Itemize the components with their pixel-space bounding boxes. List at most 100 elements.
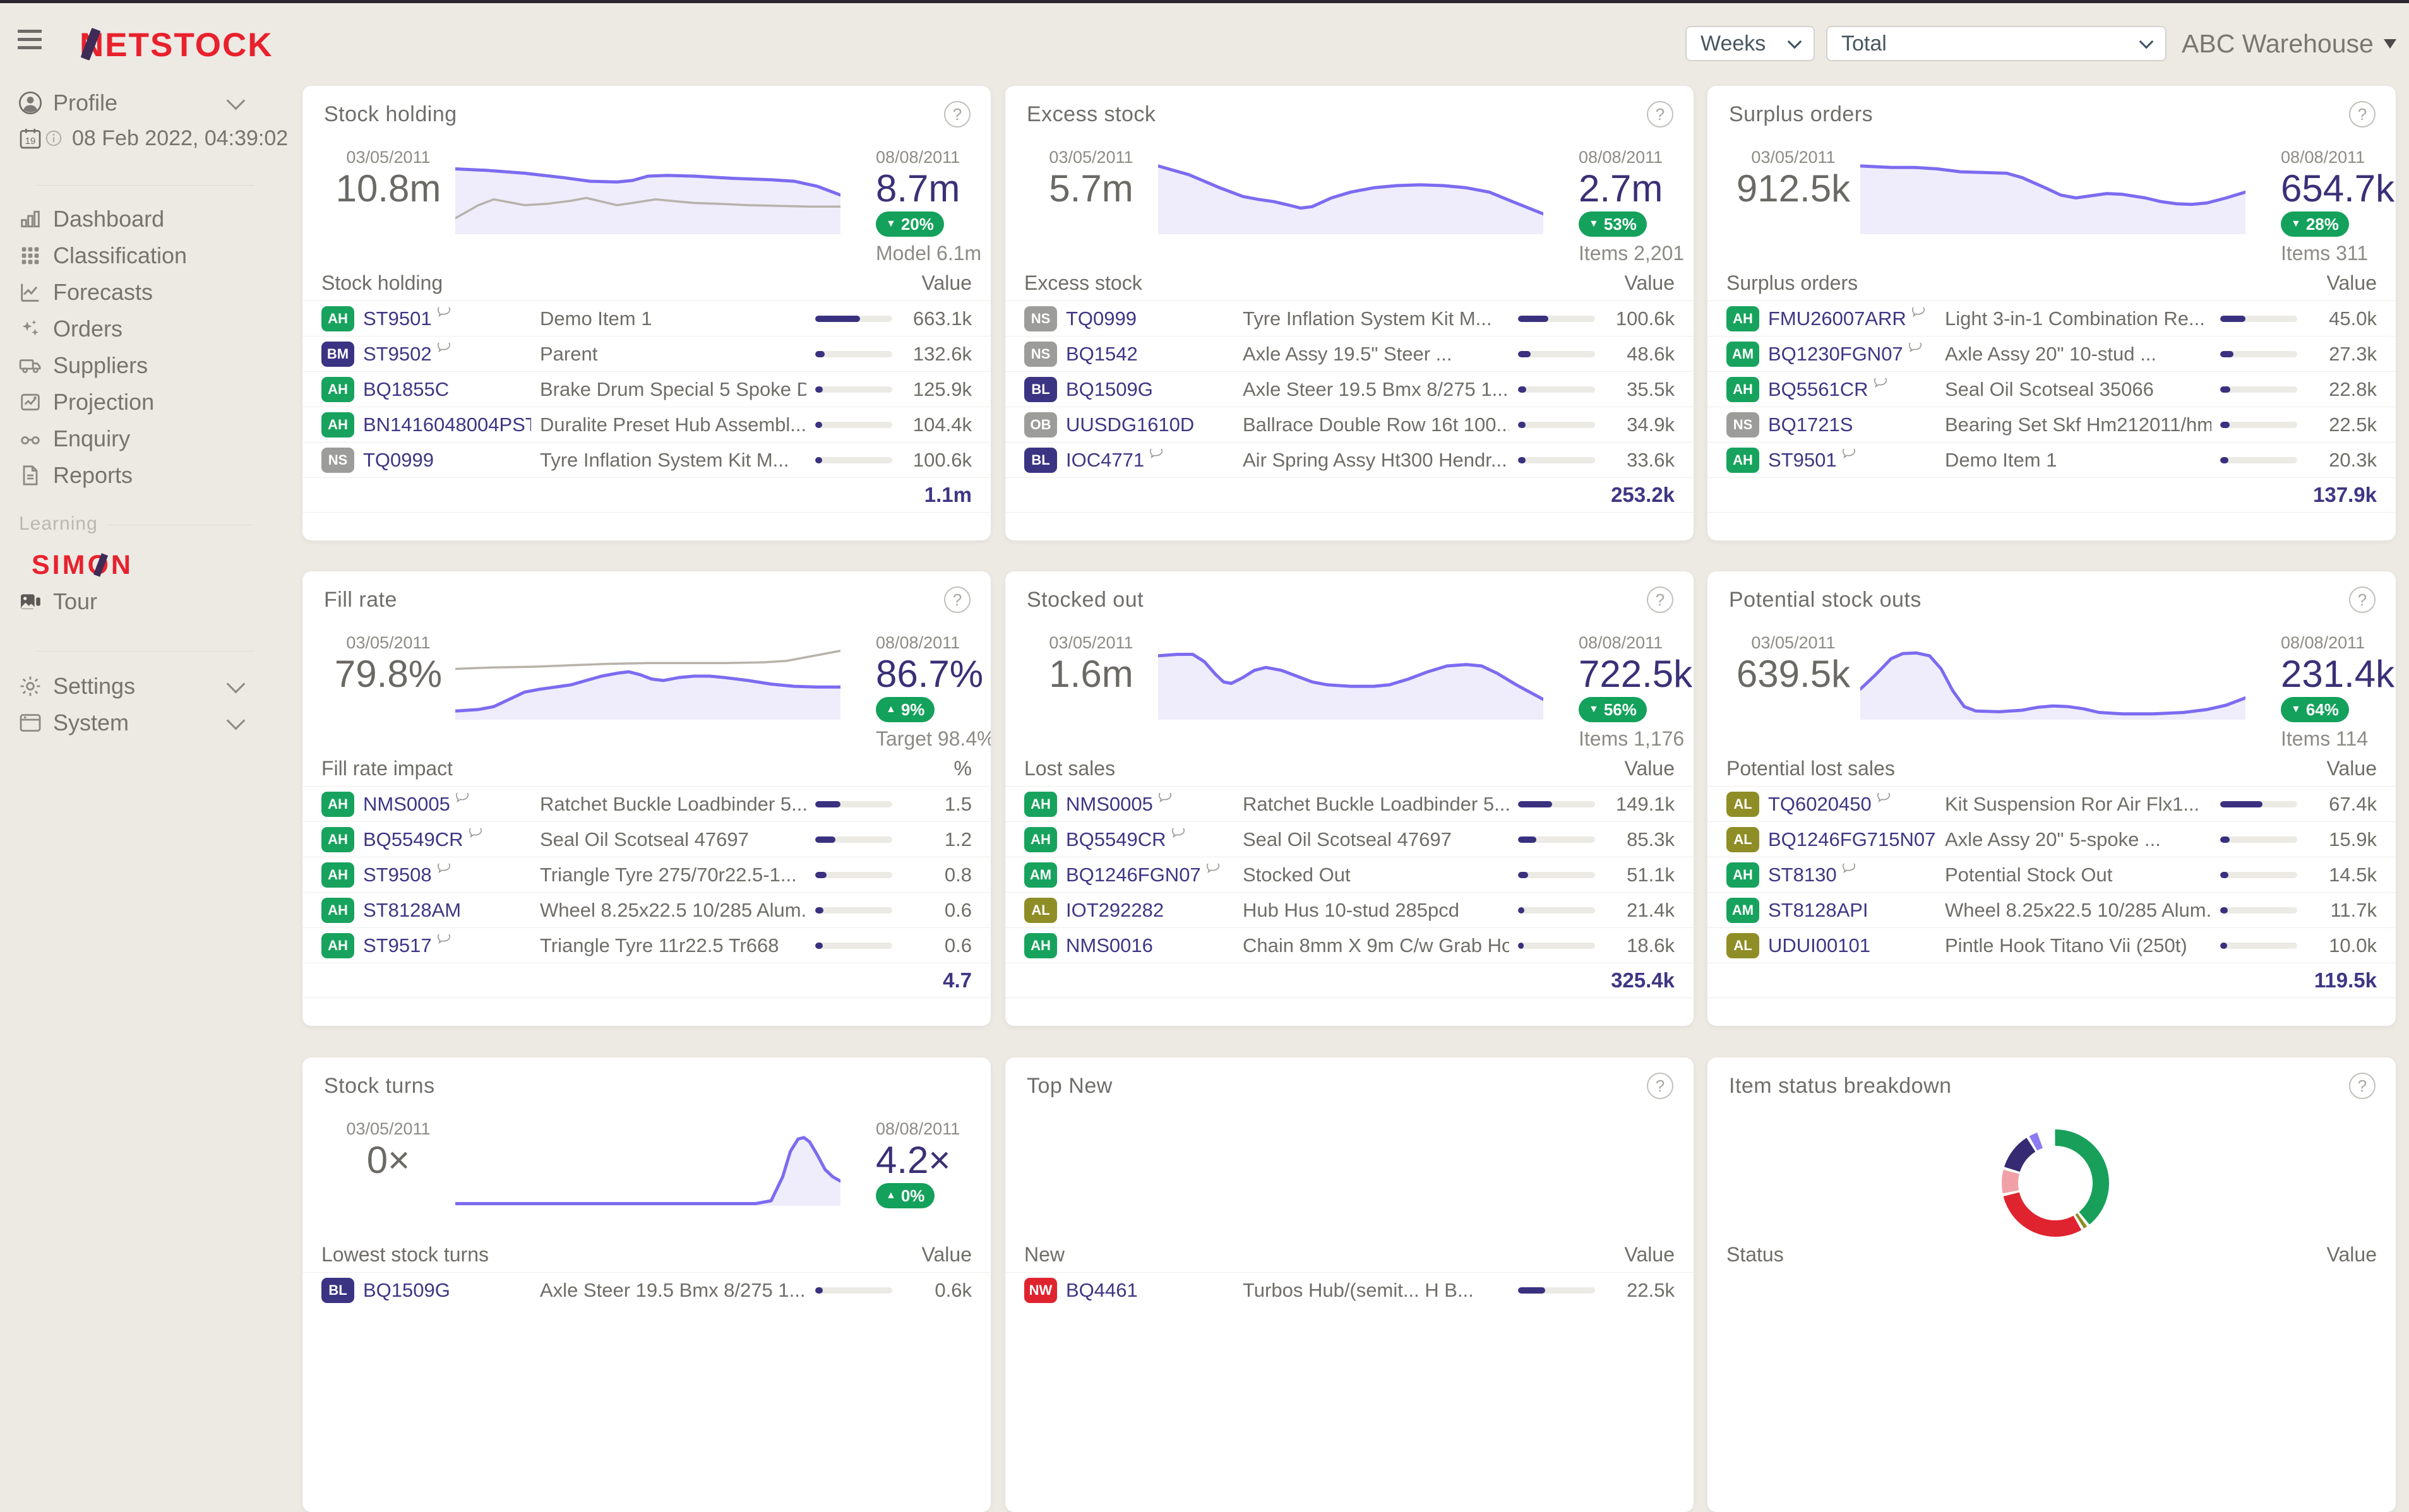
item-code-link[interactable]: NMS0005 — [363, 792, 450, 815]
table-row[interactable]: NW BQ4461 Turbos Hub/(semit... H B... 22… — [1005, 1272, 1694, 1307]
simon-logo[interactable]: SIMON — [32, 550, 133, 580]
item-code-link[interactable]: ST9501 — [1768, 448, 1837, 471]
item-code-link[interactable]: TQ0999 — [363, 448, 434, 471]
sidebar-item-forecasts[interactable]: Forecasts — [0, 278, 303, 306]
item-code-link[interactable]: FMU26007ARR — [1768, 307, 1906, 330]
help-icon[interactable]: ? — [1647, 586, 1673, 613]
period-select[interactable]: Weeks — [1685, 26, 1815, 61]
table-row[interactable]: OB UUSDG1610D Ballrace Double Row 16t 10… — [1005, 407, 1694, 442]
sidebar-item-orders[interactable]: Orders — [0, 315, 303, 343]
item-value: 11.7k — [2330, 898, 2377, 921]
table-row[interactable]: AL BQ1246FG715N07 Axle Assy 20" 5-spoke … — [1707, 821, 2396, 857]
help-icon[interactable]: ? — [1647, 101, 1673, 128]
item-code-link[interactable]: UUSDG1610D — [1066, 413, 1195, 436]
item-description: Chain 8mm X 9m C/w Grab Hoo... — [1243, 934, 1509, 956]
table-row[interactable]: NS BQ1542 Axle Assy 19.5" Steer ... 48.6… — [1005, 336, 1694, 371]
item-code-link[interactable]: ST9517 — [363, 934, 432, 956]
profile-row[interactable]: Profile — [0, 89, 303, 117]
table-row[interactable]: AH BQ5549CR Seal Oil Scotseal 47697 1.2 — [302, 821, 991, 857]
table-row[interactable]: BL BQ1509G Axle Steer 19.5 Bmx 8/275 1..… — [1005, 371, 1694, 407]
help-icon[interactable]: ? — [2349, 586, 2376, 613]
table-row[interactable]: AL IOT292282 Hub Hus 10-stud 285pcd 21.4… — [1005, 892, 1694, 927]
help-icon[interactable]: ? — [1647, 1073, 1673, 1099]
table-row[interactable]: AH ST9501 Demo Item 1 663.1k — [302, 301, 991, 336]
table-row[interactable]: AM BQ1230FGN07 Axle Assy 20" 10-stud ...… — [1707, 336, 2396, 371]
sidebar-item-suppliers[interactable]: Suppliers — [0, 352, 303, 379]
item-code-link[interactable]: ST8128AM — [363, 898, 462, 921]
table-row[interactable]: AH ST9517 Triangle Tyre 11r22.5 Tr668 0.… — [302, 927, 991, 963]
item-code-link[interactable]: BQ1855C — [363, 378, 450, 400]
table-row[interactable]: NS TQ0999 Tyre Inflation System Kit M...… — [302, 442, 991, 477]
table-row[interactable]: AH NMS0016 Chain 8mm X 9m C/w Grab Hoo..… — [1005, 927, 1694, 963]
scope-select[interactable]: Total — [1826, 26, 2167, 61]
item-code-link[interactable]: BQ1542 — [1066, 342, 1138, 365]
item-code-link[interactable]: TQ6020450 — [1768, 792, 1872, 815]
table-row[interactable]: AH BQ5561CR Seal Oil Scotseal 35066 22.8… — [1707, 371, 2396, 407]
help-icon[interactable]: ? — [2349, 101, 2376, 128]
table-row[interactable]: AM BQ1246FGN07 Stocked Out 51.1k — [1005, 857, 1694, 892]
sidebar-item-enquiry[interactable]: Enquiry — [0, 425, 303, 453]
item-code-link[interactable]: ST8130 — [1768, 863, 1837, 886]
table-row[interactable]: AL UDUI00101 Pintle Hook Titano Vii (250… — [1707, 927, 2396, 963]
item-code-link[interactable]: BQ5549CR — [363, 828, 463, 850]
table-row[interactable]: AH BQ5549CR Seal Oil Scotseal 47697 85.3… — [1005, 821, 1694, 857]
item-code-link[interactable]: BQ1721S — [1768, 413, 1853, 436]
table-row[interactable]: AH ST9501 Demo Item 1 20.3k — [1707, 442, 2396, 477]
sidebar-item-settings[interactable]: Settings — [0, 672, 303, 700]
table-row[interactable]: BL IOC4771 Air Spring Assy Ht300 Hendr..… — [1005, 442, 1694, 477]
table-row[interactable]: AH NMS0005 Ratchet Buckle Loadbinder 5..… — [302, 786, 991, 821]
help-icon[interactable]: ? — [944, 586, 971, 613]
help-icon[interactable]: ? — [2349, 1073, 2376, 1099]
item-code-link[interactable]: BQ1246FG715N07 — [1768, 828, 1936, 850]
item-code-link[interactable]: IOT292282 — [1066, 898, 1164, 921]
item-code-link[interactable]: BQ1509G — [363, 1278, 450, 1301]
item-code-link[interactable]: BQ5561CR — [1768, 378, 1868, 400]
table-row[interactable]: AH ST9508 Triangle Tyre 275/70r22.5-1...… — [302, 857, 991, 892]
item-code-link[interactable]: BQ5549CR — [1066, 828, 1166, 850]
item-code-link[interactable]: BQ1509G — [1066, 378, 1153, 400]
table-row[interactable]: AH BQ1855C Brake Drum Special 5 Spoke D/… — [302, 371, 991, 407]
warehouse-selector[interactable]: ABC Warehouse — [2182, 26, 2396, 61]
table-rows: AH NMS0005 Ratchet Buckle Loadbinder 5..… — [1005, 786, 1694, 963]
item-code-link[interactable]: BQ1230FGN07 — [1768, 342, 1903, 365]
hamburger-menu-icon[interactable] — [18, 30, 42, 49]
item-code-link[interactable]: NMS0005 — [1066, 792, 1153, 815]
table-row[interactable]: NS TQ0999 Tyre Inflation System Kit M...… — [1005, 301, 1694, 336]
status-badge: NS — [1726, 412, 1759, 438]
sidebar-item-projection[interactable]: Projection — [0, 388, 303, 416]
table-row[interactable]: AL TQ6020450 Kit Suspension Ror Air Flx1… — [1707, 786, 2396, 821]
item-code-link[interactable]: ST9502 — [363, 342, 432, 365]
model-date-row[interactable]: 19 08 Feb 2022, 04:39:02 — [0, 124, 303, 152]
sidebar-item-system[interactable]: System — [0, 709, 303, 737]
item-description: Potential Stock Out — [1945, 863, 2113, 886]
table-row[interactable]: AH BN1416048004PST Duralite Preset Hub A… — [302, 407, 991, 442]
table-row[interactable]: BM ST9502 Parent 132.6k — [302, 336, 991, 371]
table-row[interactable]: AH ST8130 Potential Stock Out 14.5k — [1707, 857, 2396, 892]
item-code-link[interactable]: BQ1246FGN07 — [1066, 863, 1201, 886]
item-code-link[interactable]: ST9508 — [363, 863, 432, 886]
item-description: Axle Assy 19.5" Steer ... — [1243, 342, 1452, 365]
table-row[interactable]: NS BQ1721S Bearing Set Skf Hm212011/hm..… — [1707, 407, 2396, 442]
sidebar-item-classification[interactable]: Classification — [0, 242, 303, 270]
item-code-link[interactable]: BQ4461 — [1066, 1278, 1138, 1301]
table-row[interactable]: AM ST8128API Wheel 8.25x22.5 10/285 Alum… — [1707, 892, 2396, 927]
sidebar-item-reports[interactable]: Reports — [0, 461, 303, 489]
item-code-link[interactable]: TQ0999 — [1066, 307, 1137, 330]
table-row[interactable]: BL BQ1509G Axle Steer 19.5 Bmx 8/275 1..… — [302, 1272, 991, 1307]
item-code-link[interactable]: IOC4771 — [1066, 448, 1145, 471]
sidebar-item-tour[interactable]: Tour — [0, 588, 303, 616]
item-code-link[interactable]: BN1416048004PST — [363, 413, 531, 436]
table-row[interactable]: AH NMS0005 Ratchet Buckle Loadbinder 5..… — [1005, 786, 1694, 821]
item-code-link[interactable]: ST8128API — [1768, 898, 1868, 921]
status-badge: AL — [1024, 897, 1057, 923]
card-surplus-orders: Surplus orders ? 03/05/2011 912.5k 08/08… — [1707, 86, 2396, 540]
help-icon[interactable]: ? — [944, 101, 971, 128]
item-description: Stocked Out — [1243, 863, 1351, 886]
item-code-link[interactable]: NMS0016 — [1066, 934, 1153, 956]
sidebar-item-dashboard[interactable]: Dashboard — [0, 205, 303, 233]
table-row[interactable]: AH FMU26007ARR Light 3-in-1 Combination … — [1707, 301, 2396, 336]
table-row[interactable]: AH ST8128AM Wheel 8.25x22.5 10/285 Alum.… — [302, 892, 991, 927]
item-code-link[interactable]: ST9501 — [363, 307, 432, 330]
item-code-link[interactable]: UDUI00101 — [1768, 934, 1870, 956]
value-bar — [1518, 801, 1595, 807]
